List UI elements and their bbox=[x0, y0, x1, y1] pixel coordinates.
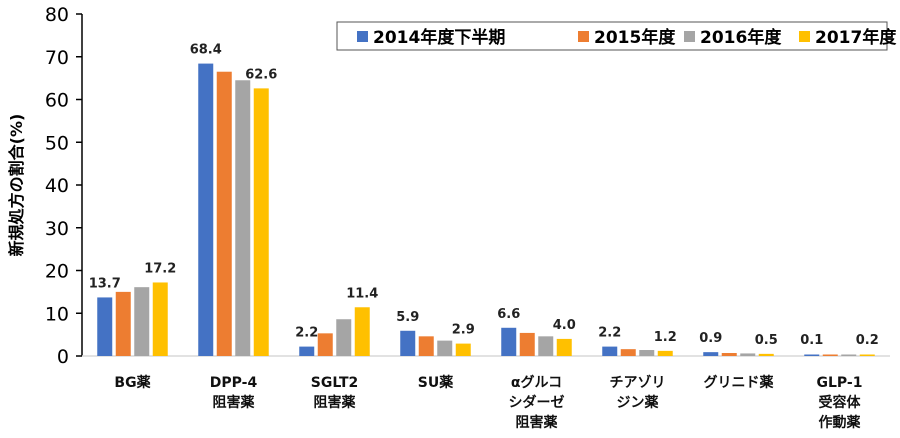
bar bbox=[336, 319, 352, 356]
data-label: 0.5 bbox=[755, 333, 778, 348]
legend-swatch bbox=[799, 31, 810, 42]
data-label: 13.7 bbox=[89, 276, 121, 291]
y-axis-label: 新規処方の割合(%) bbox=[7, 114, 26, 257]
bar bbox=[620, 349, 636, 356]
data-label: 5.9 bbox=[396, 310, 419, 325]
y-tick-label: 0 bbox=[57, 346, 69, 368]
category-label: αグルコ bbox=[511, 374, 562, 391]
y-tick-label: 80 bbox=[45, 4, 69, 26]
y-axis: 0 10 20 30 40 50 60 70 80 bbox=[45, 4, 890, 368]
legend-swatch bbox=[578, 31, 589, 42]
category-label: GLP-1 bbox=[817, 375, 863, 391]
bar bbox=[721, 353, 737, 356]
category-label: BG薬 bbox=[114, 374, 150, 391]
category-label: チアゾリ bbox=[610, 374, 666, 391]
bar bbox=[455, 343, 471, 356]
bar bbox=[740, 353, 756, 356]
bar bbox=[354, 307, 370, 356]
bar bbox=[198, 63, 214, 357]
y-tick-label: 50 bbox=[45, 132, 69, 154]
category-label: シダーゼ bbox=[509, 394, 565, 411]
bar bbox=[152, 282, 168, 356]
data-label: 62.6 bbox=[245, 67, 277, 82]
data-label: 2.2 bbox=[598, 326, 621, 341]
legend-box bbox=[336, 21, 888, 51]
bar bbox=[804, 354, 820, 356]
data-labels: 13.7 17.2 68.4 62.6 2.2 11.4 5.9 2.9 6.6 4.0 2.2 1.… bbox=[89, 43, 879, 348]
y-tick-label: 70 bbox=[45, 47, 69, 69]
bar bbox=[97, 297, 113, 356]
data-label: 68.4 bbox=[190, 43, 222, 58]
bar bbox=[253, 88, 269, 356]
category-label: SGLT2 bbox=[311, 375, 358, 391]
data-label: 6.6 bbox=[497, 307, 520, 322]
bar bbox=[556, 338, 572, 356]
legend-swatch bbox=[357, 31, 368, 42]
bar bbox=[822, 354, 838, 356]
bar bbox=[538, 336, 554, 356]
data-label: 1.2 bbox=[654, 330, 677, 345]
y-tick-label: 10 bbox=[45, 303, 69, 325]
bar bbox=[758, 353, 774, 356]
bar bbox=[115, 291, 131, 356]
data-label: 0.2 bbox=[856, 333, 879, 348]
bar bbox=[134, 287, 150, 356]
bar bbox=[703, 352, 719, 356]
bar bbox=[400, 330, 416, 356]
legend-label: 2016年度 bbox=[700, 27, 782, 48]
category-label: 阻害薬 bbox=[516, 414, 558, 431]
bars bbox=[97, 63, 875, 357]
y-tick-label: 20 bbox=[45, 261, 69, 283]
data-label: 17.2 bbox=[144, 261, 176, 276]
legend-label: 2017年度 bbox=[815, 27, 897, 48]
bar bbox=[519, 332, 535, 356]
bar bbox=[602, 346, 618, 356]
y-tick-label: 30 bbox=[45, 218, 69, 240]
legend-label: 2014年度下半期 bbox=[373, 27, 505, 48]
legend: 2014年度下半期 2015年度 2016年度 2017年度 bbox=[336, 21, 897, 51]
data-label: 11.4 bbox=[346, 286, 378, 301]
category-label: SU薬 bbox=[418, 374, 453, 391]
bar bbox=[418, 336, 434, 356]
category-label: 阻害薬 bbox=[314, 394, 356, 411]
data-label: 2.2 bbox=[295, 326, 318, 341]
category-label: 作動薬 bbox=[819, 414, 861, 431]
bar bbox=[437, 340, 453, 356]
bar bbox=[639, 350, 655, 356]
category-label: DPP-4 bbox=[210, 375, 258, 391]
data-label: 4.0 bbox=[553, 318, 576, 333]
data-label: 0.9 bbox=[699, 331, 722, 346]
data-label: 0.1 bbox=[800, 333, 823, 348]
category-label: グリニド薬 bbox=[704, 374, 774, 391]
bar bbox=[299, 346, 315, 356]
bar bbox=[841, 354, 857, 356]
category-label: 阻害薬 bbox=[213, 394, 255, 411]
bar bbox=[859, 354, 875, 356]
legend-label: 2015年度 bbox=[594, 27, 676, 48]
bar bbox=[657, 350, 673, 356]
bar bbox=[501, 327, 517, 356]
category-label: ジン薬 bbox=[617, 394, 659, 411]
bar bbox=[216, 71, 232, 357]
category-label: 受容体 bbox=[819, 394, 862, 411]
bar bbox=[317, 333, 333, 356]
data-label: 2.9 bbox=[452, 323, 475, 338]
legend-swatch bbox=[684, 31, 695, 42]
y-tick-label: 40 bbox=[45, 175, 69, 197]
y-tick-label: 60 bbox=[45, 90, 69, 112]
bar bbox=[235, 80, 251, 356]
